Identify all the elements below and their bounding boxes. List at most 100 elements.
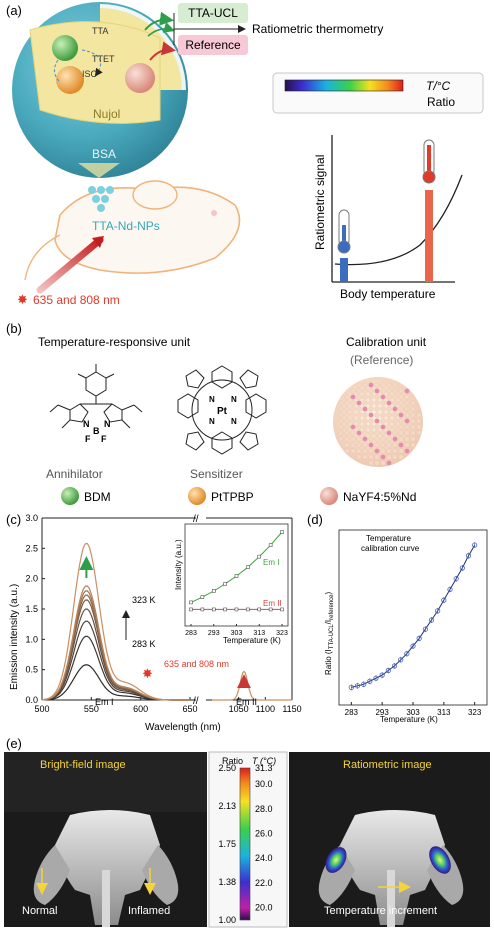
lattice-atom [368, 388, 374, 394]
lattice-atom [398, 430, 404, 436]
emission-chart: // // 0.0 0.5 1.0 1.5 2.0 2.5 3.0 500 550 600 650 105… [25, 513, 301, 714]
bdm-molecule [49, 364, 143, 429]
d-point [367, 678, 373, 684]
lattice-atom [362, 418, 368, 424]
lattice-atom [386, 460, 392, 466]
cb-ratio-title: Ratio [222, 756, 243, 766]
c-axis-break: // [193, 696, 199, 707]
c-x-tick-label: 650 [182, 704, 197, 714]
lattice-atom [404, 430, 410, 436]
lattice-atom [380, 382, 386, 388]
panel-c-label: (c) [6, 512, 21, 527]
lattice-atom [416, 418, 422, 424]
lattice-atom [374, 442, 380, 448]
lattice-atom [344, 436, 350, 442]
lattice-atom [386, 448, 392, 454]
d-point [453, 576, 459, 582]
lattice-atom [350, 418, 356, 424]
lattice-atom [344, 412, 350, 418]
d-point [441, 597, 447, 603]
lattice-atom [368, 454, 374, 460]
inset-point [200, 607, 205, 612]
pt-n-3: N [209, 417, 215, 426]
lattice-atom [374, 430, 380, 436]
lattice-atom [374, 382, 380, 388]
cb-ratio-tick: 1.75 [218, 839, 236, 849]
lattice-atom [392, 382, 398, 388]
d-point [459, 565, 465, 571]
inflamed-label: Inflamed [128, 905, 170, 917]
lattice-atom [356, 394, 362, 400]
lattice-atom [356, 382, 362, 388]
temperature-colorbar [208, 751, 288, 928]
cb-ratio-tick: 1.00 [218, 915, 236, 925]
bdm-f-left: F [85, 434, 91, 444]
tta-ucl-label: TTA-UCL [188, 6, 238, 20]
lattice-atom [410, 424, 416, 430]
pt-n-4: N [231, 417, 237, 426]
lattice-atom [404, 448, 410, 454]
inset-x-tick-label: 303 [231, 630, 243, 637]
c-x-tick-label: 600 [133, 704, 148, 714]
c-y-tick-label: 2.5 [25, 543, 38, 553]
lattice-atom [368, 400, 374, 406]
lattice-atom [356, 442, 362, 448]
lattice-atom [344, 430, 350, 436]
d-point [428, 617, 435, 623]
c-x-tick-label: 550 [84, 704, 99, 714]
lattice-atom [380, 448, 386, 454]
lattice-atom [356, 424, 362, 430]
lattice-atom [386, 424, 392, 430]
lattice-atom [362, 388, 368, 394]
inset-x-tick-label: 293 [208, 630, 220, 637]
c-em1-label: Em I [95, 697, 114, 707]
inset-point [234, 574, 239, 578]
lattice-atom [368, 436, 374, 442]
lattice-atom [410, 430, 416, 436]
lattice-atom [404, 418, 410, 424]
c-x-tick-label: 1100 [256, 704, 275, 714]
tta-label: TTA [92, 26, 108, 36]
reference-label: Reference [185, 38, 241, 52]
lattice-atom [380, 400, 386, 406]
d-x-tick-label: 293 [375, 708, 389, 717]
c-x-tick-label: 500 [34, 704, 49, 714]
inset-point [200, 595, 205, 599]
lattice-atom [386, 388, 392, 394]
c-y-tick-label: 1.0 [25, 634, 38, 644]
lattice-atom [410, 418, 416, 424]
lattice-atom [380, 424, 386, 430]
d-ylabel: Ratio (ITTA-UCL/Ireference) [324, 592, 335, 676]
unit-left-title: Temperature-responsive unit [38, 335, 191, 349]
isc-label: ISC [82, 69, 98, 79]
hot-thermometer-icon [422, 139, 436, 184]
lattice-atom [392, 394, 398, 400]
lattice-atom [368, 394, 374, 400]
c-xlabel: Wavelength (nm) [145, 722, 221, 733]
lattice-atom [398, 406, 404, 412]
lattice-atom [380, 412, 386, 418]
lattice-atom [380, 388, 386, 394]
lattice-atom [386, 442, 392, 448]
bdm-f-right: F [101, 434, 107, 444]
lattice-atom [416, 424, 422, 430]
inset-em1-label: Em I [263, 558, 279, 567]
cb-ratio-tick: 2.50 [218, 763, 236, 773]
inset-xlabel: Temperature (K) [223, 636, 281, 645]
lattice-atom [344, 448, 350, 454]
c-laser-label: 635 and 808 nm [164, 659, 229, 669]
laser-label: 635 and 808 nm [33, 293, 120, 307]
lattice-atom [416, 412, 422, 418]
panel-d-label: (d) [307, 512, 323, 527]
panel-a: (a) TTA TTET ISC Nujol BSA TTA-UCL [6, 2, 484, 307]
lattice-atom [362, 406, 368, 412]
lattice-atom [398, 454, 404, 460]
lattice-atom [368, 442, 374, 448]
reference-box [178, 35, 248, 55]
lattice-atom [338, 436, 344, 442]
lattice-atom [350, 394, 356, 400]
inset-point [223, 607, 227, 612]
lattice-atom [392, 442, 398, 448]
lattice-atom [350, 400, 356, 406]
lattice-atom [386, 454, 392, 460]
